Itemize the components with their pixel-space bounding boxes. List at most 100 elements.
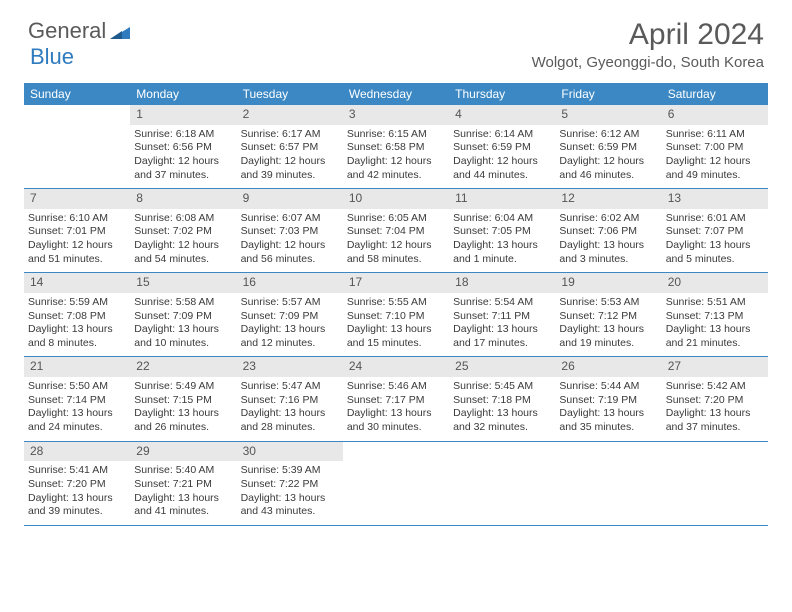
- day-cell: 16Sunrise: 5:57 AMSunset: 7:09 PMDayligh…: [237, 273, 343, 356]
- day-cell: 20Sunrise: 5:51 AMSunset: 7:13 PMDayligh…: [662, 273, 768, 356]
- title-block: April 2024 Wolgot, Gyeonggi-do, South Ko…: [532, 18, 764, 71]
- day-info-line: and 5 minutes.: [666, 253, 764, 267]
- day-info-line: Daylight: 12 hours: [347, 155, 445, 169]
- day-number: 26: [555, 357, 661, 377]
- day-info-line: Sunrise: 5:54 AM: [453, 296, 551, 310]
- day-info-line: and 44 minutes.: [453, 169, 551, 183]
- day-number: 24: [343, 357, 449, 377]
- day-info-line: Sunrise: 5:55 AM: [347, 296, 445, 310]
- day-info-line: Sunset: 7:02 PM: [134, 225, 232, 239]
- day-info-line: Sunrise: 6:11 AM: [666, 128, 764, 142]
- day-info-line: Sunrise: 6:05 AM: [347, 212, 445, 226]
- day-cell: 25Sunrise: 5:45 AMSunset: 7:18 PMDayligh…: [449, 357, 555, 440]
- day-info-line: Daylight: 13 hours: [666, 407, 764, 421]
- day-cell: [555, 442, 661, 525]
- day-cell: 1Sunrise: 6:18 AMSunset: 6:56 PMDaylight…: [130, 105, 236, 188]
- day-info-line: Daylight: 13 hours: [666, 239, 764, 253]
- day-info-line: Sunrise: 5:58 AM: [134, 296, 232, 310]
- day-info-line: Sunset: 6:59 PM: [453, 141, 551, 155]
- day-number: 4: [449, 105, 555, 125]
- day-info-line: Sunset: 7:09 PM: [134, 310, 232, 324]
- location: Wolgot, Gyeonggi-do, South Korea: [532, 54, 764, 71]
- day-info-line: Sunrise: 6:02 AM: [559, 212, 657, 226]
- day-info-line: and 49 minutes.: [666, 169, 764, 183]
- day-info-line: and 10 minutes.: [134, 337, 232, 351]
- day-info-line: Daylight: 13 hours: [134, 407, 232, 421]
- day-info-line: Sunrise: 6:04 AM: [453, 212, 551, 226]
- day-number: 19: [555, 273, 661, 293]
- day-info-line: Daylight: 13 hours: [241, 407, 339, 421]
- logo: General: [28, 18, 132, 44]
- day-number: 21: [24, 357, 130, 377]
- day-info-line: Sunrise: 6:08 AM: [134, 212, 232, 226]
- day-info-line: Daylight: 13 hours: [28, 492, 126, 506]
- day-info-line: and 46 minutes.: [559, 169, 657, 183]
- weekday-header: Friday: [555, 83, 661, 105]
- day-info-line: Sunrise: 5:41 AM: [28, 464, 126, 478]
- day-info-line: Sunset: 6:56 PM: [134, 141, 232, 155]
- day-info-line: Sunset: 7:14 PM: [28, 394, 126, 408]
- day-info-line: Sunset: 7:04 PM: [347, 225, 445, 239]
- week-row: 1Sunrise: 6:18 AMSunset: 6:56 PMDaylight…: [24, 105, 768, 189]
- day-number: 8: [130, 189, 236, 209]
- day-cell: 17Sunrise: 5:55 AMSunset: 7:10 PMDayligh…: [343, 273, 449, 356]
- day-cell: [24, 105, 130, 188]
- weekday-header: Sunday: [24, 83, 130, 105]
- day-info-line: Sunrise: 6:17 AM: [241, 128, 339, 142]
- day-cell: 23 Sunrise: 5:47 AMSunset: 7:16 PMDayligh…: [237, 357, 343, 440]
- day-number: 15: [130, 273, 236, 293]
- day-info-line: Sunset: 6:58 PM: [347, 141, 445, 155]
- day-info-line: Sunset: 7:21 PM: [134, 478, 232, 492]
- day-info-line: and 32 minutes.: [453, 421, 551, 435]
- day-info-line: Sunset: 6:57 PM: [241, 141, 339, 155]
- day-info-line: Sunrise: 6:01 AM: [666, 212, 764, 226]
- day-info-line: and 41 minutes.: [134, 505, 232, 519]
- day-info-line: Sunset: 7:12 PM: [559, 310, 657, 324]
- day-info-line: and 37 minutes.: [134, 169, 232, 183]
- calendar: Sunday Monday Tuesday Wednesday Thursday…: [24, 83, 768, 526]
- logo-triangle-icon: [110, 23, 130, 39]
- day-info-line: and 12 minutes.: [241, 337, 339, 351]
- day-number: 29: [130, 442, 236, 462]
- day-info-line: Sunrise: 6:14 AM: [453, 128, 551, 142]
- day-info-line: and 54 minutes.: [134, 253, 232, 267]
- weekday-header-row: Sunday Monday Tuesday Wednesday Thursday…: [24, 83, 768, 105]
- day-cell: 5Sunrise: 6:12 AMSunset: 6:59 PMDaylight…: [555, 105, 661, 188]
- month-title: April 2024: [532, 18, 764, 52]
- day-info-line: Sunset: 7:16 PM: [241, 394, 339, 408]
- day-info-line: and 24 minutes.: [28, 421, 126, 435]
- day-info-line: Sunrise: 5:45 AM: [453, 380, 551, 394]
- day-cell: 19Sunrise: 5:53 AMSunset: 7:12 PMDayligh…: [555, 273, 661, 356]
- day-number: 9: [237, 189, 343, 209]
- day-info-line: Sunset: 7:20 PM: [666, 394, 764, 408]
- day-info-line: Daylight: 13 hours: [241, 492, 339, 506]
- day-info-line: Sunset: 7:11 PM: [453, 310, 551, 324]
- day-info-line: Daylight: 13 hours: [453, 239, 551, 253]
- day-cell: 7Sunrise: 6:10 AMSunset: 7:01 PMDaylight…: [24, 189, 130, 272]
- day-info-line: Daylight: 12 hours: [134, 239, 232, 253]
- day-info-line: and 15 minutes.: [347, 337, 445, 351]
- day-info-line: Daylight: 12 hours: [241, 155, 339, 169]
- day-number: 23: [237, 357, 343, 377]
- day-cell: 22Sunrise: 5:49 AMSunset: 7:15 PMDayligh…: [130, 357, 236, 440]
- weekday-header: Monday: [130, 83, 236, 105]
- day-info-line: and 3 minutes.: [559, 253, 657, 267]
- week-row: 21Sunrise: 5:50 AMSunset: 7:14 PMDayligh…: [24, 357, 768, 441]
- day-info-line: Sunrise: 5:47 AM: [241, 380, 339, 394]
- day-info-line: Daylight: 13 hours: [134, 323, 232, 337]
- day-number: 22: [130, 357, 236, 377]
- day-info-line: Sunset: 7:20 PM: [28, 478, 126, 492]
- day-number: 18: [449, 273, 555, 293]
- day-cell: 30Sunrise: 5:39 AMSunset: 7:22 PMDayligh…: [237, 442, 343, 525]
- day-info-line: Sunset: 7:08 PM: [28, 310, 126, 324]
- weekday-header: Saturday: [662, 83, 768, 105]
- day-info-line: Daylight: 12 hours: [666, 155, 764, 169]
- day-cell: [449, 442, 555, 525]
- day-info-line: and 30 minutes.: [347, 421, 445, 435]
- day-info-line: and 1 minute.: [453, 253, 551, 267]
- day-info-line: Sunrise: 5:51 AM: [666, 296, 764, 310]
- day-info-line: and 26 minutes.: [134, 421, 232, 435]
- day-info-line: and 37 minutes.: [666, 421, 764, 435]
- day-number: 20: [662, 273, 768, 293]
- day-number: 3: [343, 105, 449, 125]
